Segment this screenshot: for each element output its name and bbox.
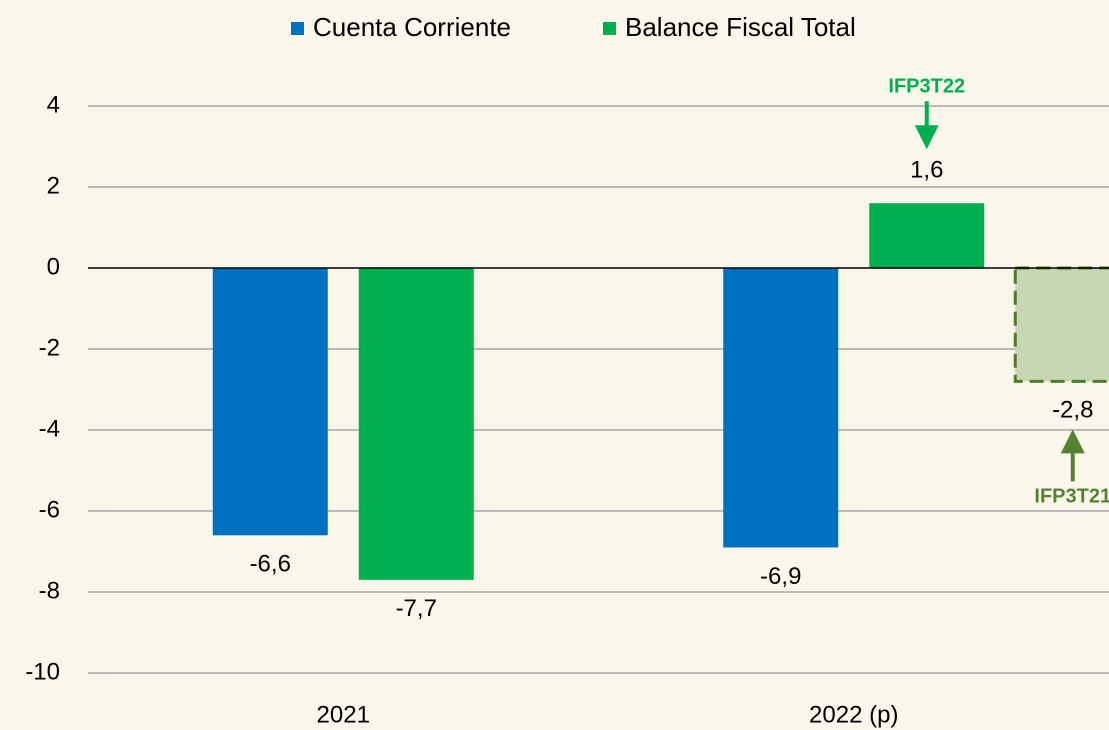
bar xyxy=(358,268,474,580)
y-tick-label: 4 xyxy=(47,91,60,118)
bar xyxy=(869,203,985,268)
x-tick-label: 2022 (p) xyxy=(809,701,898,728)
y-tick-label: -6 xyxy=(39,496,60,523)
legend-swatch xyxy=(291,22,304,35)
bar xyxy=(723,268,839,548)
y-tick-label: 0 xyxy=(47,253,60,280)
value-label: -6,9 xyxy=(760,563,801,590)
reference-bar xyxy=(1013,266,1109,383)
annotation: IFP3T22 xyxy=(888,75,965,97)
y-tick-label: -10 xyxy=(25,658,60,685)
legend-label: Balance Fiscal Total xyxy=(625,12,856,42)
legend-swatch xyxy=(603,22,616,35)
annotation: IFP3T21 xyxy=(1034,486,1109,508)
value-label: -7,7 xyxy=(396,595,437,622)
x-tick-label: 2021 xyxy=(317,701,370,728)
y-tick-label: -8 xyxy=(39,577,60,604)
legend-label: Cuenta Corriente xyxy=(313,12,511,42)
y-tick-label: -4 xyxy=(39,415,60,442)
bar xyxy=(212,268,328,536)
y-tick-label: -2 xyxy=(39,334,60,361)
y-tick-label: 2 xyxy=(47,172,60,199)
value-label: 1,6 xyxy=(910,157,943,184)
value-label: -2,8 xyxy=(1052,397,1093,424)
value-label: -6,6 xyxy=(250,551,291,578)
